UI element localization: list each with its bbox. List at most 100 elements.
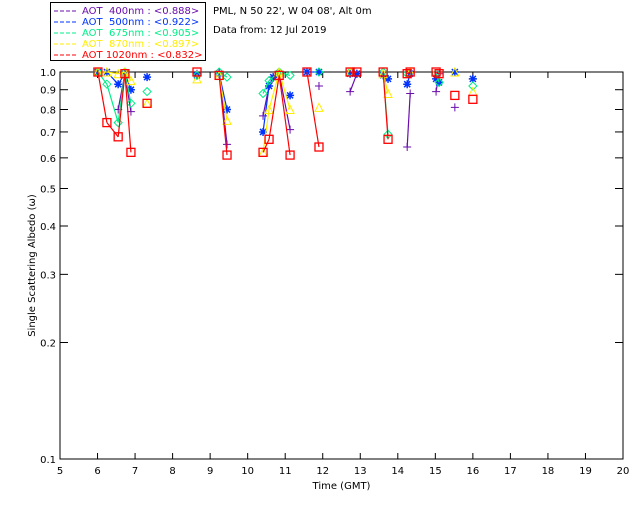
y-tick-label: 0.2 — [40, 339, 56, 350]
triangle-marker — [285, 104, 295, 115]
series-3 — [93, 66, 478, 157]
series-line — [97, 71, 108, 123]
triangle-marker — [314, 102, 324, 112]
y-tick-label: 1.0 — [40, 68, 56, 79]
square-marker — [468, 94, 478, 104]
x-tick-label: 16 — [466, 466, 479, 477]
x-tick-label: 11 — [279, 466, 292, 477]
asterisk-marker — [406, 69, 415, 78]
triangle-marker — [126, 75, 136, 86]
series-line — [106, 84, 119, 123]
square-marker — [113, 132, 123, 142]
y-tick-label: 0.8 — [40, 106, 56, 117]
asterisk-marker — [302, 68, 311, 76]
legend-label: AOT 675nm : <0.905> — [82, 28, 199, 39]
series-line — [117, 73, 126, 137]
diamond-marker — [142, 86, 152, 97]
asterisk-marker — [223, 105, 232, 114]
asterisk-marker — [384, 74, 393, 83]
asterisk-marker — [352, 69, 361, 78]
x-tick-label: 5 — [57, 466, 63, 477]
square-marker — [345, 67, 355, 77]
date-text: Data from: 12 Jul 2019 — [213, 25, 327, 36]
plus-marker — [314, 82, 323, 91]
x-tick-label: 13 — [354, 466, 367, 477]
series-line — [435, 71, 440, 75]
series-line — [306, 71, 320, 148]
square-marker — [434, 69, 444, 79]
series-line — [106, 122, 119, 138]
square-marker — [383, 134, 393, 144]
triangle-marker — [264, 104, 274, 115]
legend-label: AOT 400nm : <0.888> — [82, 6, 199, 17]
diamond-marker — [222, 72, 232, 82]
square-marker — [192, 67, 202, 77]
x-tick-label: 18 — [542, 466, 555, 477]
asterisk-marker — [215, 69, 224, 78]
asterisk-marker — [114, 80, 123, 89]
diamond-marker — [126, 98, 136, 109]
asterisk-marker — [468, 74, 477, 83]
x-tick-label: 10 — [241, 466, 254, 477]
triangle-marker — [383, 88, 393, 98]
y-tick-label: 0.7 — [40, 128, 56, 139]
plus-marker — [432, 87, 441, 96]
square-marker — [222, 150, 232, 160]
y-tick-label: 0.3 — [40, 270, 56, 281]
square-marker — [214, 70, 224, 81]
series-line — [382, 71, 389, 140]
square-marker — [431, 67, 441, 77]
square-marker — [142, 98, 152, 108]
square-marker — [302, 67, 312, 77]
series-line — [218, 75, 228, 156]
legend-label: AOT 870nm : <0.897> — [82, 39, 199, 50]
series-line — [262, 109, 270, 153]
plot-frame — [59, 71, 624, 460]
series-line — [268, 71, 280, 82]
series-0 — [93, 68, 477, 152]
triangle-marker — [142, 98, 152, 108]
location-text: PML, N 50 22', W 04 08', Alt 0m — [213, 6, 372, 17]
series-1 — [93, 68, 477, 136]
triangle-marker — [222, 115, 232, 125]
series-line — [262, 80, 270, 94]
square-marker — [314, 142, 324, 152]
x-tick-label: 14 — [391, 466, 404, 477]
y-tick-label: 0.4 — [40, 222, 56, 233]
plus-marker — [286, 125, 295, 134]
diamond-marker — [434, 77, 444, 88]
plus-marker — [450, 103, 459, 112]
square-marker — [352, 67, 362, 77]
square-marker — [120, 69, 130, 79]
asterisk-marker — [346, 69, 355, 78]
asterisk-marker — [286, 91, 295, 100]
square-marker — [405, 67, 415, 77]
series-line — [268, 71, 280, 110]
x-tick-label: 19 — [579, 466, 592, 477]
asterisk-marker — [126, 85, 135, 94]
square-marker — [126, 147, 136, 157]
asterisk-marker — [403, 80, 412, 89]
asterisk-marker — [259, 127, 268, 136]
triangle-marker — [192, 73, 202, 84]
triangle-marker — [450, 66, 460, 77]
y-tick-label: 0.9 — [40, 86, 56, 97]
plus-marker — [346, 87, 355, 96]
triangle-marker — [102, 66, 112, 77]
diamond-marker — [258, 88, 268, 99]
legend-label: AOT 500nm : <0.922> — [82, 17, 199, 28]
diamond-marker — [285, 70, 295, 81]
asterisk-marker — [265, 82, 274, 91]
square-marker — [264, 134, 274, 144]
series-4 — [93, 67, 478, 160]
asterisk-marker — [432, 74, 441, 83]
series-line — [278, 73, 291, 130]
series-line — [262, 139, 270, 153]
asterisk-marker — [143, 73, 152, 82]
diamond-marker — [102, 79, 112, 89]
square-marker — [102, 117, 112, 128]
diamond-marker — [192, 70, 202, 81]
x-axis-label: Time (GMT) — [312, 481, 371, 492]
triangle-marker — [113, 68, 123, 79]
